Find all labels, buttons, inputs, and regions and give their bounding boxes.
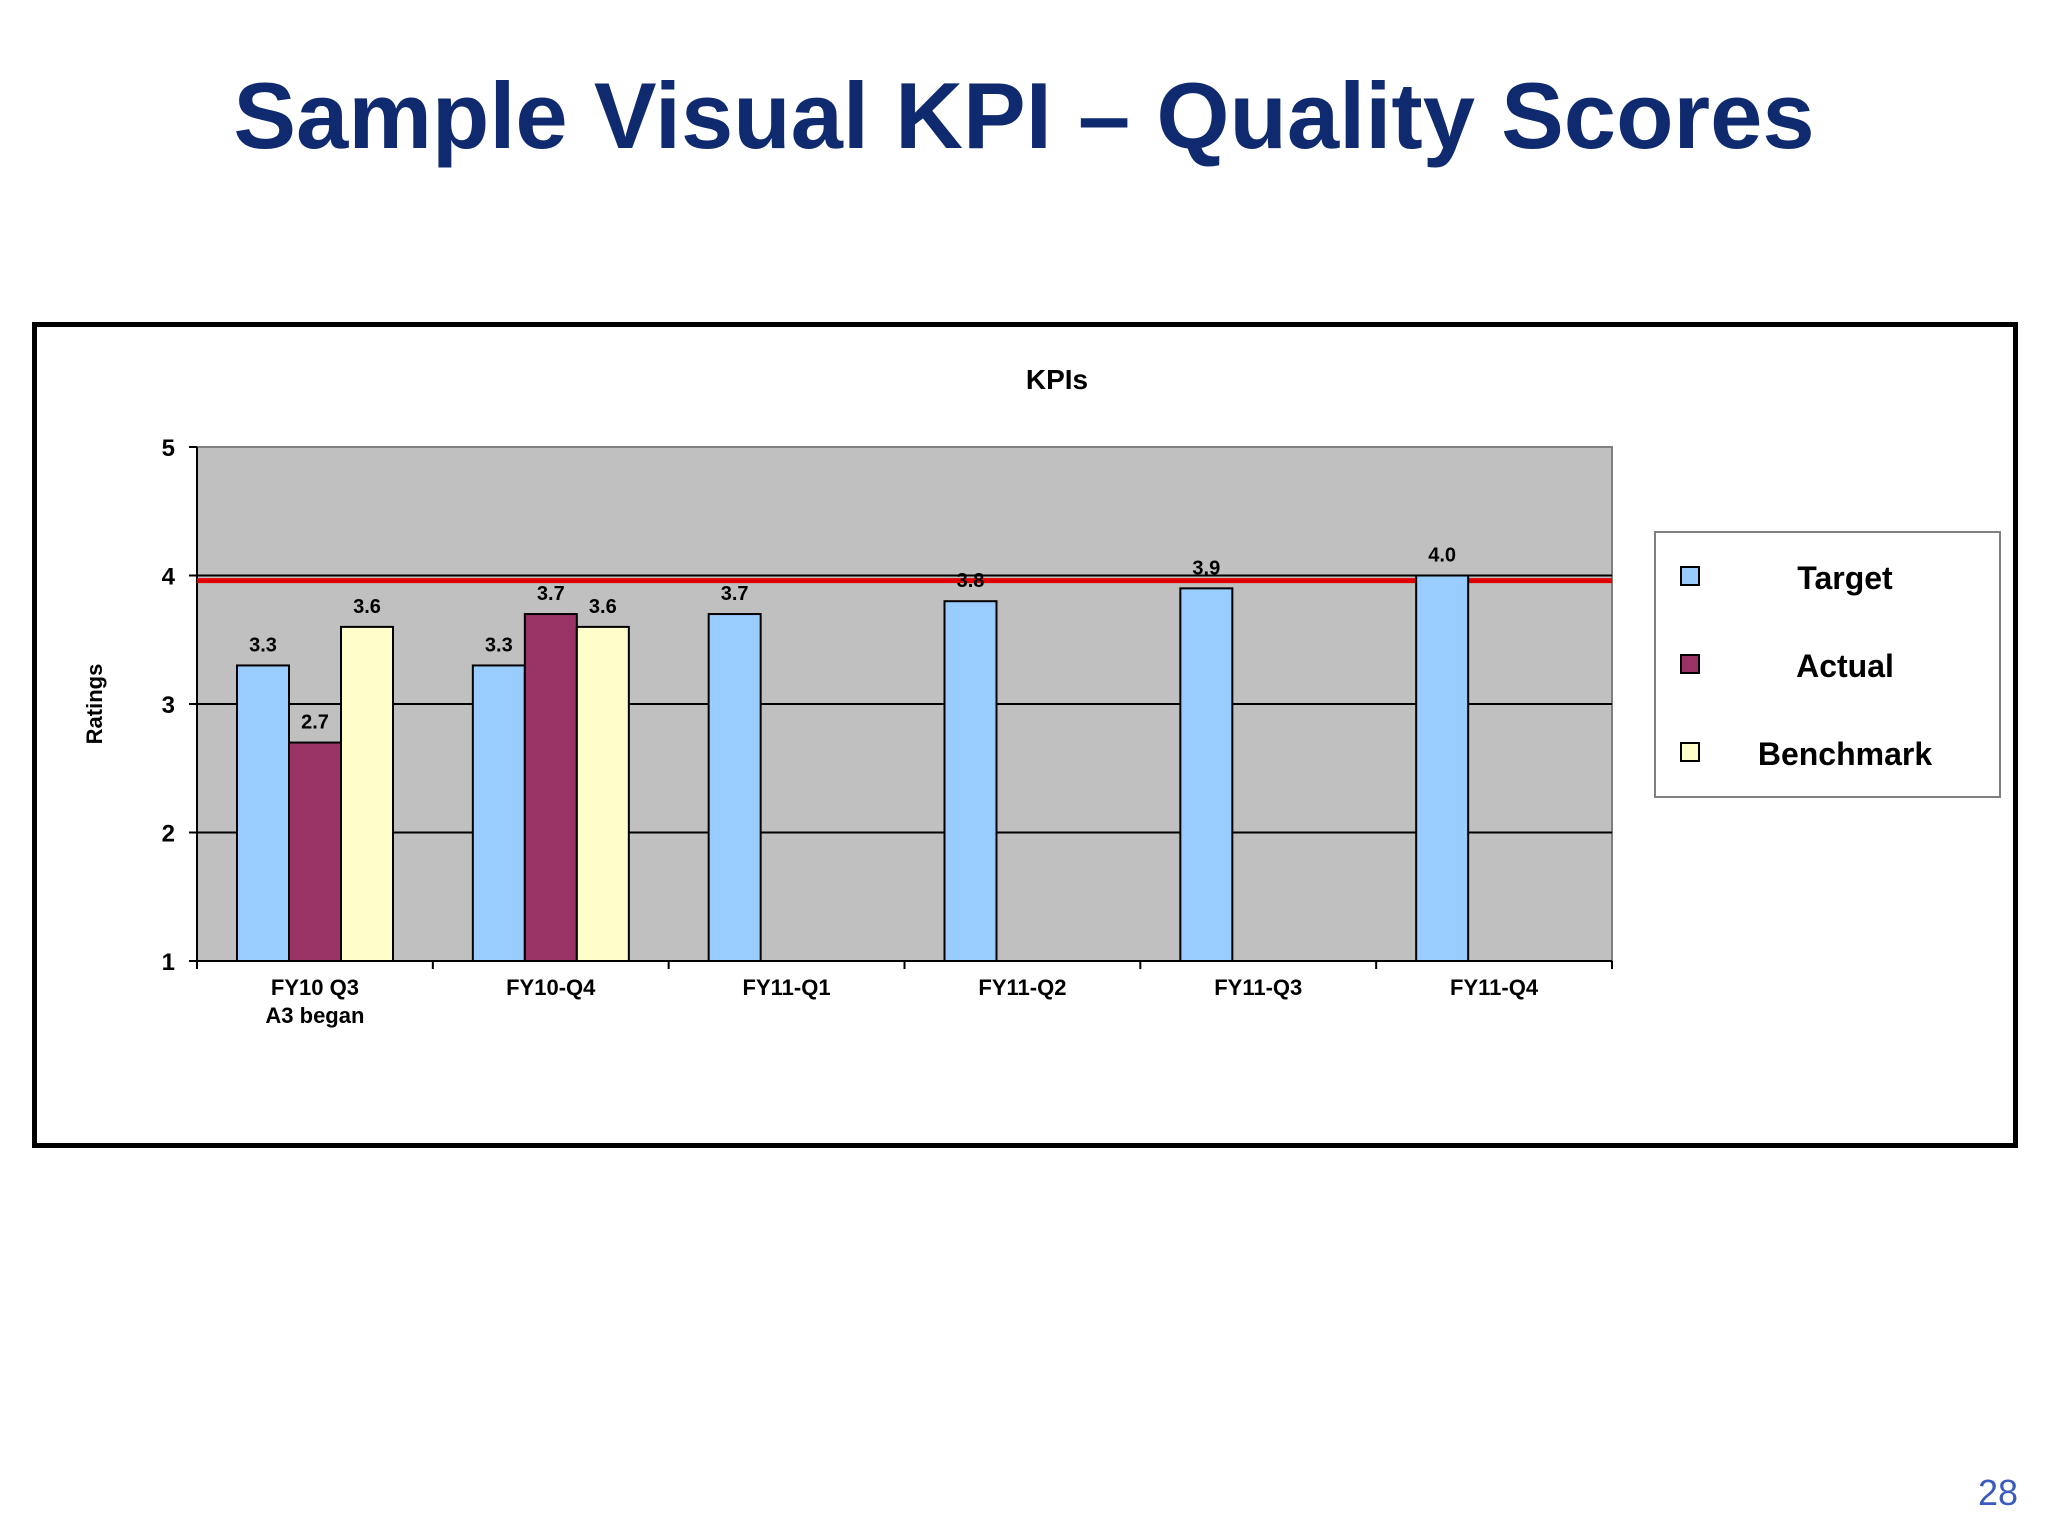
bar-benchmark-1 [575, 625, 630, 962]
y-tick-label: 4 [162, 564, 176, 591]
data-label: 3.3 [485, 634, 513, 656]
x-tick-label: A3 began [265, 1003, 364, 1028]
bar-target-4 [1179, 587, 1234, 962]
data-label: 2.7 [301, 712, 329, 734]
data-label: 3.7 [721, 583, 749, 605]
x-tick-label: FY11-Q1 [743, 975, 831, 1000]
legend-swatch-benchmark [1680, 742, 1700, 762]
slide-title: Sample Visual KPI – Quality Scores [233, 63, 1815, 168]
y-tick-label: 3 [162, 692, 175, 719]
x-tick-label: FY11-Q2 [978, 975, 1066, 1000]
data-label: 3.6 [353, 596, 381, 618]
data-label: 3.3 [249, 634, 277, 656]
x-tick-label: FY11-Q3 [1214, 975, 1302, 1000]
bar-target-1 [471, 664, 526, 962]
legend-box [1654, 531, 2001, 798]
x-tick-label: FY10-Q4 [506, 975, 596, 1000]
data-label: 3.8 [957, 570, 985, 592]
bar-target-5 [1415, 574, 1470, 962]
data-label: 4.0 [1428, 545, 1456, 567]
legend-swatch-target [1680, 566, 1700, 586]
bar-actual-0 [288, 741, 342, 962]
kpi-bar-chart: KPIs 1 2 3 4 5 Ratings 3.3 3.3 3.7 3.8 3.9 4.0 2.7 3.7… [82, 364, 2001, 1028]
page-number: 28 [1977, 1472, 2018, 1513]
y-axis-label: Ratings [82, 664, 107, 745]
bar-target-3 [943, 600, 998, 962]
bar-actual-1 [523, 613, 578, 962]
bar-target-0 [236, 664, 290, 962]
chart-frame: KPIs 1 2 3 4 5 Ratings 3.3 3.3 3.7 3.8 3.9 4.0 2.7 3.7… [32, 322, 2018, 1148]
y-tick-label: 2 [162, 821, 175, 848]
legend-label-benchmark: Benchmark [1758, 736, 1933, 772]
x-tick-label: FY10 Q3 [271, 975, 359, 1000]
data-label: 3.9 [1192, 557, 1220, 579]
legend-label-target: Target [1797, 560, 1893, 596]
legend-label-actual: Actual [1796, 648, 1894, 684]
data-label: 3.6 [589, 596, 617, 618]
chart-title: KPIs [1026, 364, 1088, 395]
bar-target-2 [707, 613, 762, 962]
x-tick-label: FY11-Q4 [1450, 975, 1539, 1000]
y-tick-label: 5 [162, 435, 175, 462]
bar-benchmark-0 [340, 625, 394, 962]
y-tick-label: 1 [162, 949, 175, 976]
data-label: 3.7 [537, 583, 565, 605]
legend-swatch-actual [1680, 654, 1700, 674]
